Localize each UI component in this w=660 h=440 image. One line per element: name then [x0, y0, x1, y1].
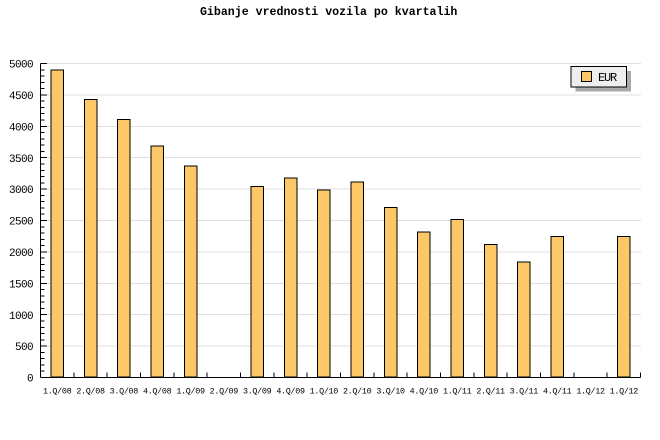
svg-text:1.Q/12: 1.Q/12	[576, 387, 605, 397]
svg-text:500: 500	[15, 342, 33, 354]
svg-text:5000: 5000	[9, 60, 33, 72]
svg-text:1500: 1500	[9, 279, 33, 291]
svg-text:4500: 4500	[9, 91, 33, 103]
svg-text:3.Q/08: 3.Q/08	[110, 387, 139, 397]
svg-text:2500: 2500	[9, 217, 33, 229]
svg-text:3.Q/10: 3.Q/10	[376, 387, 405, 397]
svg-text:0: 0	[27, 374, 33, 386]
svg-text:1.Q/08: 1.Q/08	[43, 387, 72, 397]
svg-text:Gibanje vrednosti vozila po kv: Gibanje vrednosti vozila po kvartalih	[200, 6, 457, 19]
svg-text:4.Q/08: 4.Q/08	[143, 387, 172, 397]
svg-text:EUR: EUR	[598, 71, 617, 85]
svg-text:3000: 3000	[9, 185, 33, 197]
svg-text:3.Q/09: 3.Q/09	[243, 387, 272, 397]
svg-text:4.Q/10: 4.Q/10	[410, 387, 439, 397]
svg-text:4.Q/11: 4.Q/11	[543, 387, 572, 397]
svg-text:1.Q/12: 1.Q/12	[610, 387, 639, 397]
svg-text:2.Q/09: 2.Q/09	[210, 387, 239, 397]
svg-text:2.Q/08: 2.Q/08	[76, 387, 105, 397]
svg-text:2.Q/11: 2.Q/11	[476, 387, 505, 397]
svg-text:1.Q/10: 1.Q/10	[310, 387, 339, 397]
svg-text:3500: 3500	[9, 154, 33, 166]
svg-text:2000: 2000	[9, 248, 33, 260]
svg-text:4000: 4000	[9, 122, 33, 134]
svg-text:2.Q/10: 2.Q/10	[343, 387, 372, 397]
svg-text:1000: 1000	[9, 311, 33, 323]
svg-text:4.Q/09: 4.Q/09	[276, 387, 305, 397]
svg-text:3.Q/11: 3.Q/11	[510, 387, 539, 397]
svg-text:1.Q/11: 1.Q/11	[443, 387, 472, 397]
svg-text:1.Q/09: 1.Q/09	[176, 387, 205, 397]
